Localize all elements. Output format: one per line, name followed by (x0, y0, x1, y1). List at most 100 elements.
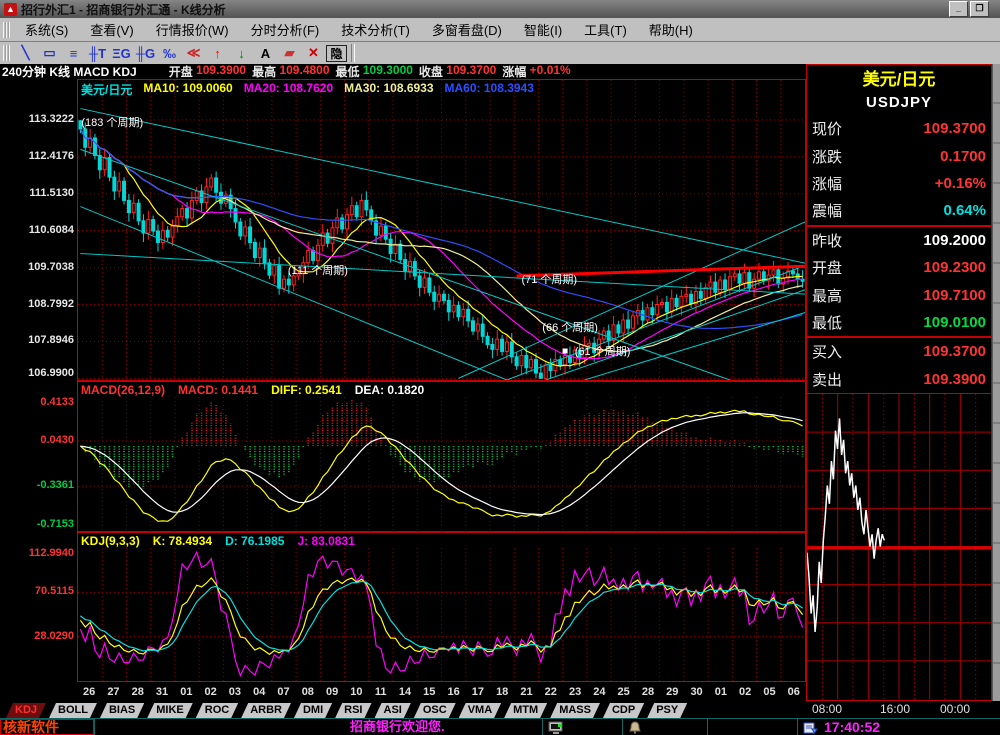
date-tick: 15 (423, 685, 436, 698)
menu-item-分时分析F[interactable]: 分时分析(F) (250, 23, 320, 38)
date-tick: 31 (155, 685, 169, 698)
grid-tool-icon[interactable]: ╫G (135, 45, 156, 61)
quote-row-value: 0.64% (943, 202, 986, 220)
quote-row-value: 109.3900 (923, 370, 986, 388)
tab-roc[interactable]: ROC (196, 703, 238, 718)
delete-tool-icon[interactable]: ✕ (308, 45, 319, 60)
quote-row-value: 0.1700 (940, 147, 986, 165)
tab-arbr[interactable]: ARBR (241, 703, 291, 718)
menu-item-系统S[interactable]: 系统(S) (25, 23, 69, 38)
restore-button[interactable]: ❐ (970, 1, 989, 17)
y-axis-tick: -0.7153 (36, 518, 74, 530)
kdj-value-label: KDJ(9,3,3) (81, 533, 140, 548)
monitor-icon[interactable] (548, 721, 566, 734)
date-tick: 29 (666, 685, 679, 698)
date-tick: 27 (107, 685, 120, 698)
tab-vma[interactable]: VMA (459, 703, 501, 718)
tab-mike[interactable]: MIKE (147, 703, 193, 718)
eraser-tool-icon[interactable]: ▰ (284, 45, 295, 60)
quote-row-label: 昨收 (812, 232, 843, 250)
hide-tool-icon[interactable]: 隐 (326, 44, 347, 62)
ohlc-value: 109.3700 (442, 63, 497, 77)
status-cell-monitor (542, 719, 622, 735)
quote-row-label: 最高 (812, 287, 843, 305)
ohlc-info-bar: 240分钟 K线 MACD KDJ 开盘 109.3900 最高 109.4800… (0, 63, 806, 79)
title-bar: ▲ 招行外汇1 - 招商银行外汇通 - K线分析 _ ❐ (0, 0, 1000, 18)
gann-tool-icon[interactable]: ΞG (112, 45, 131, 61)
date-tick: 22 (544, 685, 557, 698)
status-cell-empty (707, 719, 797, 735)
quote-row-value: 109.7100 (923, 286, 986, 304)
tab-mass[interactable]: MASS (550, 703, 600, 718)
status-bar: 核新软件 招商银行欢迎您. 17:40:52 (0, 718, 1000, 735)
up-arrow-tool-icon[interactable]: ↑ (214, 45, 221, 61)
quote-row: 涨跌 0.1700 (807, 142, 991, 169)
kdj-value-label: D: 76.1985 (225, 533, 285, 548)
ohlc-label: 涨幅 (502, 65, 527, 79)
menu-item-技术分析T[interactable]: 技术分析(T) (341, 23, 410, 38)
date-tick: 30 (690, 685, 703, 698)
ohlc-value: +0.01% (526, 63, 571, 77)
quote-row-label: 最低 (812, 315, 843, 333)
menu-item-智能I[interactable]: 智能(I) (523, 23, 563, 38)
y-axis-tick: 110.6084 (28, 223, 74, 236)
tab-cdp[interactable]: CDP (603, 703, 644, 718)
y-axis-tick: 107.8946 (28, 334, 74, 347)
quote-row-value: 109.2000 (923, 231, 986, 249)
y-axis-tick: -0.3361 (36, 478, 74, 491)
toolbar-grip[interactable] (3, 45, 10, 61)
rect-tool-icon[interactable]: ▭ (43, 45, 56, 60)
tab-mtm[interactable]: MTM (504, 703, 547, 718)
mini-intraday-chart[interactable] (806, 394, 992, 701)
menu-item-行情报价W[interactable]: 行情报价(W) (155, 23, 229, 38)
menubar-grip[interactable] (3, 21, 10, 38)
text-tool-icon[interactable]: A (260, 45, 271, 61)
app-logo-icon: ▲ (4, 2, 17, 16)
date-tick: 04 (253, 685, 266, 698)
tab-boll[interactable]: BOLL (49, 703, 97, 718)
minimize-button[interactable]: _ (949, 1, 968, 17)
down-arrow-tool-icon[interactable]: ↓ (238, 45, 245, 61)
menu-item-帮助H[interactable]: 帮助(H) (648, 23, 693, 38)
date-tick: 06 (787, 685, 800, 698)
date-tick: 08 (301, 685, 314, 698)
kdj-chart[interactable]: KDJ(9,3,3) K: 78.4934 D: 76.1985 J: 83.0831 (77, 532, 806, 682)
date-tick: 28 (131, 685, 144, 698)
tab-bias[interactable]: BIAS (100, 703, 144, 718)
tab-kdj[interactable]: KDJ (6, 703, 46, 718)
trendline-tool-icon[interactable]: ╲ (21, 45, 30, 60)
status-message: 招商银行欢迎您. (94, 719, 542, 735)
tool-bar: ╲ ▭ ≡ ╫T ΞG ╫G ‰ ≪ ↑ ↓ A ▰ ✕ 隐 (0, 42, 1000, 64)
fan-tool-icon[interactable]: ≪ (186, 45, 201, 60)
hlines-tool-icon[interactable]: ≡ (69, 45, 78, 61)
bell-icon[interactable] (628, 720, 642, 734)
quote-column: 美元/日元 USDJPY 现价 109.3700 涨跌 0.1700 涨幅 +0.16% 震… (806, 64, 992, 701)
tab-osc[interactable]: OSC (414, 703, 456, 718)
tab-psy[interactable]: PSY (647, 703, 687, 718)
scrollbar[interactable] (992, 64, 1000, 701)
menu-item-工具T[interactable]: 工具(T) (584, 23, 627, 38)
percent-tool-icon[interactable]: ‰ (163, 45, 176, 61)
svg-text:(66 个周期): (66 个周期) (542, 321, 598, 334)
document-icon[interactable] (803, 721, 818, 734)
tab-rsi[interactable]: RSI (335, 703, 371, 718)
toolbar-separator (351, 44, 355, 62)
date-tick: 18 (496, 685, 509, 698)
date-tick: 02 (739, 685, 752, 698)
date-tick: 01 (180, 685, 193, 698)
quote-pair-title: 美元/日元 (862, 70, 936, 89)
main-candlestick-chart[interactable]: 美元/日元 MA10: 109.0060 MA20: 108.7620 MA30: 1… (77, 79, 806, 381)
date-tick: 11 (374, 685, 387, 698)
vline-text-tool-icon[interactable]: ╫T (88, 45, 107, 61)
tab-dmi[interactable]: DMI (294, 703, 332, 718)
y-axis-tick: 112.9940 (28, 547, 74, 559)
macd-value-label: MACD(26,12,9) (81, 382, 166, 397)
svg-text:(61 个周期): (61 个周期) (575, 345, 631, 358)
tab-asi[interactable]: ASI (375, 703, 411, 718)
macd-chart[interactable]: MACD(26,12,9) MACD: 0.1441 DIFF: 0.2541 DEA… (77, 381, 806, 532)
menu-item-查看V[interactable]: 查看(V) (90, 23, 134, 38)
quote-row-label: 震幅 (812, 203, 843, 221)
menu-item-多窗看盘D[interactable]: 多窗看盘(D) (431, 23, 502, 38)
date-tick: 25 (617, 685, 630, 698)
quote-row-label: 涨跌 (812, 148, 843, 166)
